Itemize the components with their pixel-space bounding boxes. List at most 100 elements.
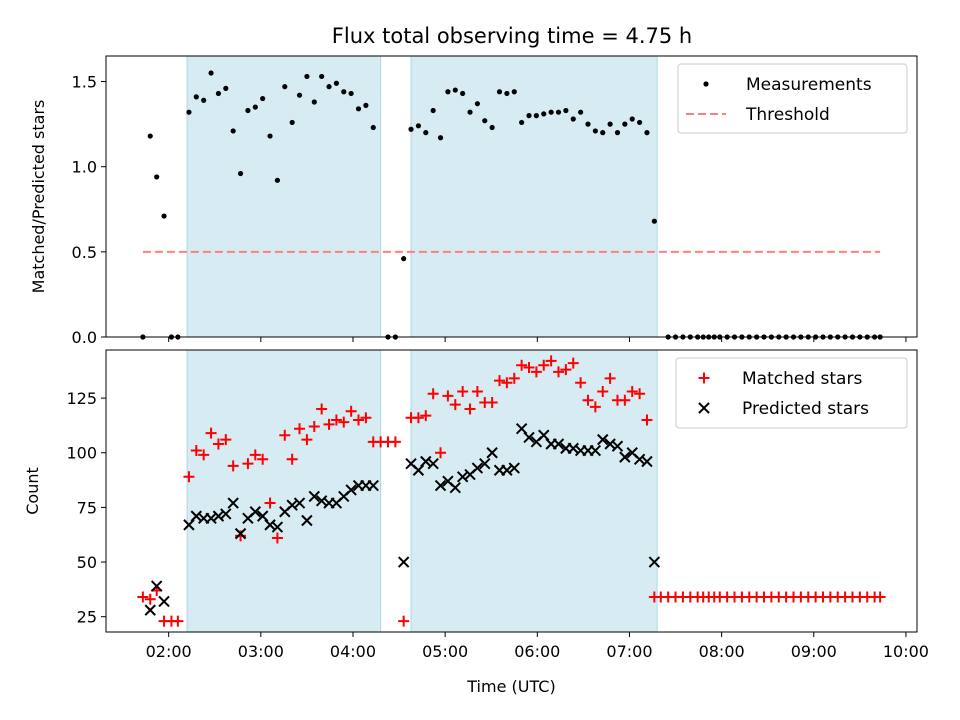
predicted-star-point bbox=[271, 521, 284, 533]
matched-star-point bbox=[190, 445, 202, 457]
matched-star-point bbox=[597, 386, 609, 398]
measurement-point bbox=[452, 87, 458, 93]
matched-star-point bbox=[501, 377, 513, 389]
matched-star-point bbox=[457, 386, 469, 398]
y-tick-label: 100 bbox=[66, 444, 97, 463]
predicted-star-point bbox=[567, 442, 579, 455]
measurement-point bbox=[430, 107, 436, 114]
measurement-point bbox=[147, 133, 153, 139]
matched-star-point bbox=[435, 447, 447, 459]
measurement-point bbox=[563, 107, 569, 114]
matched-star-point bbox=[567, 357, 579, 369]
predicted-star-point bbox=[234, 527, 247, 540]
matched-star-point bbox=[235, 530, 247, 542]
predicted-star-point bbox=[501, 464, 513, 476]
observing-interval-shade bbox=[186, 55, 382, 338]
measurement-point bbox=[600, 130, 606, 136]
matched-star-point bbox=[420, 410, 432, 422]
matched-star-point bbox=[538, 359, 550, 371]
y-axis-label: Count bbox=[23, 467, 42, 515]
measurement-point bbox=[296, 92, 303, 98]
matched-star-point bbox=[634, 388, 646, 400]
observing-interval-shade bbox=[410, 55, 658, 338]
measurement-point bbox=[341, 89, 347, 95]
measurement-point bbox=[637, 119, 643, 126]
predicted-star-point bbox=[212, 510, 225, 522]
measurement-point bbox=[504, 90, 510, 97]
measurement-point bbox=[460, 90, 466, 97]
legend-marker-dot bbox=[703, 81, 709, 87]
y-tick-label: 25 bbox=[77, 608, 97, 627]
predicted-star-point bbox=[367, 479, 379, 492]
matched-star-point bbox=[271, 532, 283, 544]
legend-label: Measurements bbox=[746, 75, 872, 95]
legend-label: Threshold bbox=[745, 105, 830, 125]
y-axis-label: Matched/Predicted stars bbox=[29, 100, 48, 294]
matched-star-point bbox=[286, 453, 298, 465]
matched-star-point bbox=[582, 394, 594, 406]
measurement-point bbox=[230, 128, 236, 134]
matched-star-point bbox=[464, 403, 476, 415]
predicted-star-point bbox=[286, 499, 298, 511]
matched-star-point bbox=[508, 372, 520, 384]
measurement-point bbox=[355, 106, 362, 112]
matched-star-point bbox=[575, 377, 587, 389]
measurement-point bbox=[333, 80, 339, 86]
legend-label: Predicted stars bbox=[742, 399, 869, 419]
matched-star-point bbox=[338, 416, 350, 428]
measurement-point bbox=[578, 109, 584, 115]
predicted-star-point bbox=[552, 438, 565, 450]
measurement-point bbox=[282, 84, 288, 90]
measurement-point bbox=[208, 70, 214, 76]
y-tick-label: 75 bbox=[77, 498, 97, 517]
matched-star-point bbox=[316, 403, 328, 415]
measurement-point bbox=[651, 218, 657, 224]
legend-marker-x bbox=[698, 402, 710, 414]
matched-star-point bbox=[301, 434, 313, 446]
matched-star-point bbox=[220, 434, 232, 446]
predicted-star-point bbox=[508, 462, 520, 474]
measurement-point bbox=[474, 101, 481, 107]
figure-title: Flux total observing time = 4.75 h bbox=[332, 24, 692, 48]
matched-star-point bbox=[442, 390, 454, 402]
x-tick-label: 02:00 bbox=[146, 642, 192, 661]
predicted-star-point bbox=[144, 604, 156, 616]
measurement-point bbox=[186, 109, 192, 115]
predicted-star-point bbox=[456, 471, 469, 483]
predicted-star-point bbox=[641, 455, 653, 468]
matched-star-point bbox=[530, 366, 542, 378]
matched-star-point bbox=[553, 366, 565, 378]
predicted-star-point bbox=[619, 451, 631, 463]
predicted-star-point bbox=[471, 462, 484, 474]
predicted-star-point bbox=[604, 438, 616, 450]
measurement-point bbox=[267, 133, 273, 139]
matched-star-point bbox=[212, 438, 224, 450]
matched-star-point bbox=[330, 414, 342, 426]
matched-star-point bbox=[264, 497, 276, 509]
measurement-point bbox=[607, 121, 613, 127]
measurement-point bbox=[348, 90, 354, 97]
predicted-star-point bbox=[190, 510, 203, 522]
measurement-point bbox=[489, 124, 495, 131]
predicted-star-point bbox=[345, 484, 357, 496]
measurement-point bbox=[260, 95, 266, 102]
axes-frame bbox=[105, 349, 918, 633]
measurement-point bbox=[519, 119, 525, 126]
measurement-point bbox=[614, 130, 621, 136]
measurement-point bbox=[511, 89, 517, 95]
predicted-star-point bbox=[150, 580, 163, 592]
legend-marker-plus bbox=[698, 372, 710, 384]
measurement-point bbox=[541, 111, 547, 117]
predicted-star-point bbox=[479, 457, 491, 470]
matched-star-point bbox=[345, 405, 357, 417]
measurement-point bbox=[326, 84, 332, 90]
measurement-point bbox=[370, 124, 376, 131]
measurement-point bbox=[467, 109, 473, 115]
measurement-point bbox=[555, 109, 562, 115]
measurement-point bbox=[193, 94, 199, 100]
y-tick-label: 1.5 bbox=[72, 73, 97, 92]
matched-star-point bbox=[471, 386, 483, 398]
matched-star-point bbox=[545, 355, 557, 367]
matched-star-point bbox=[205, 427, 217, 439]
matched-star-point bbox=[604, 372, 616, 384]
